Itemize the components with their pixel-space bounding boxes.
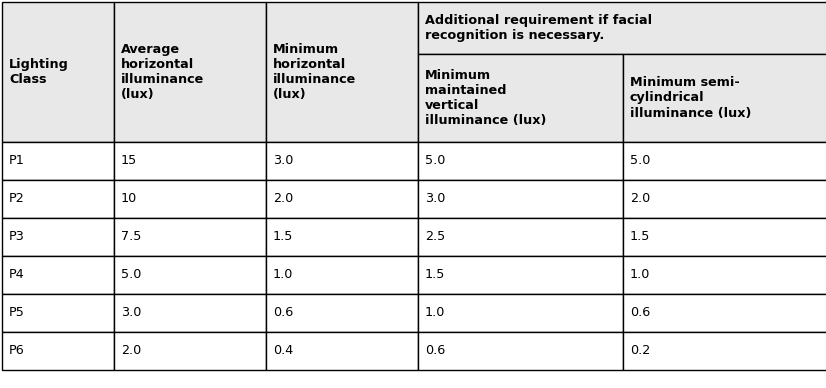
Bar: [266, 256, 418, 294]
Text: Minimum semi-
cylindrical
illuminance (lux): Minimum semi- cylindrical illuminance (l…: [630, 76, 752, 120]
Text: 0.6: 0.6: [425, 345, 445, 357]
Text: 0.4: 0.4: [273, 345, 293, 357]
Bar: [114, 142, 266, 180]
Bar: [623, 332, 826, 370]
Text: 0.6: 0.6: [273, 307, 293, 319]
Bar: [266, 180, 418, 218]
Bar: [418, 2, 826, 54]
Bar: [623, 142, 826, 180]
Bar: [623, 218, 826, 256]
Text: 1.5: 1.5: [273, 230, 293, 244]
Bar: [2, 332, 114, 370]
Text: Minimum
maintained
vertical
illuminance (lux): Minimum maintained vertical illuminance …: [425, 69, 546, 127]
Text: P1: P1: [9, 154, 25, 168]
Bar: [623, 294, 826, 332]
Text: 5.0: 5.0: [425, 154, 445, 168]
Bar: [418, 180, 623, 218]
Bar: [418, 332, 623, 370]
Text: 2.0: 2.0: [273, 192, 293, 206]
Text: 2.5: 2.5: [425, 230, 445, 244]
Bar: [623, 256, 826, 294]
Text: 2.0: 2.0: [121, 345, 141, 357]
Bar: [266, 2, 418, 142]
Bar: [418, 142, 623, 180]
Bar: [2, 370, 826, 388]
Text: P5: P5: [9, 307, 25, 319]
Bar: [418, 54, 623, 142]
Bar: [114, 218, 266, 256]
Text: 3.0: 3.0: [273, 154, 293, 168]
Bar: [623, 180, 826, 218]
Bar: [418, 294, 623, 332]
Text: 1.0: 1.0: [630, 268, 650, 282]
Bar: [623, 54, 826, 142]
Bar: [2, 218, 114, 256]
Bar: [114, 180, 266, 218]
Text: P3: P3: [9, 230, 25, 244]
Bar: [114, 256, 266, 294]
Bar: [2, 256, 114, 294]
Text: Average
horizontal
illuminance
(lux): Average horizontal illuminance (lux): [121, 43, 204, 101]
Text: P2: P2: [9, 192, 25, 206]
Text: 1.5: 1.5: [630, 230, 650, 244]
Text: Lighting
Class: Lighting Class: [9, 58, 69, 86]
Text: 5.0: 5.0: [121, 268, 141, 282]
Text: 2.0: 2.0: [630, 192, 650, 206]
Bar: [266, 142, 418, 180]
Text: 0.2: 0.2: [630, 345, 650, 357]
Text: 5.0: 5.0: [630, 154, 650, 168]
Text: 7.5: 7.5: [121, 230, 141, 244]
Bar: [418, 218, 623, 256]
Text: 0.6: 0.6: [630, 307, 650, 319]
Text: 3.0: 3.0: [425, 192, 445, 206]
Text: 15: 15: [121, 154, 137, 168]
Bar: [114, 2, 266, 142]
Bar: [418, 256, 623, 294]
Text: 1.0: 1.0: [425, 307, 445, 319]
Text: 3.0: 3.0: [121, 307, 141, 319]
Bar: [2, 294, 114, 332]
Bar: [266, 218, 418, 256]
Bar: [266, 332, 418, 370]
Bar: [2, 142, 114, 180]
Text: Minimum
horizontal
illuminance
(lux): Minimum horizontal illuminance (lux): [273, 43, 356, 101]
Bar: [114, 332, 266, 370]
Text: Additional requirement if facial
recognition is necessary.: Additional requirement if facial recogni…: [425, 14, 652, 42]
Text: 1.5: 1.5: [425, 268, 445, 282]
Bar: [114, 294, 266, 332]
Bar: [2, 180, 114, 218]
Bar: [266, 294, 418, 332]
Text: 10: 10: [121, 192, 137, 206]
Text: P4: P4: [9, 268, 25, 282]
Bar: [2, 2, 114, 142]
Text: 1.0: 1.0: [273, 268, 293, 282]
Text: P6: P6: [9, 345, 25, 357]
